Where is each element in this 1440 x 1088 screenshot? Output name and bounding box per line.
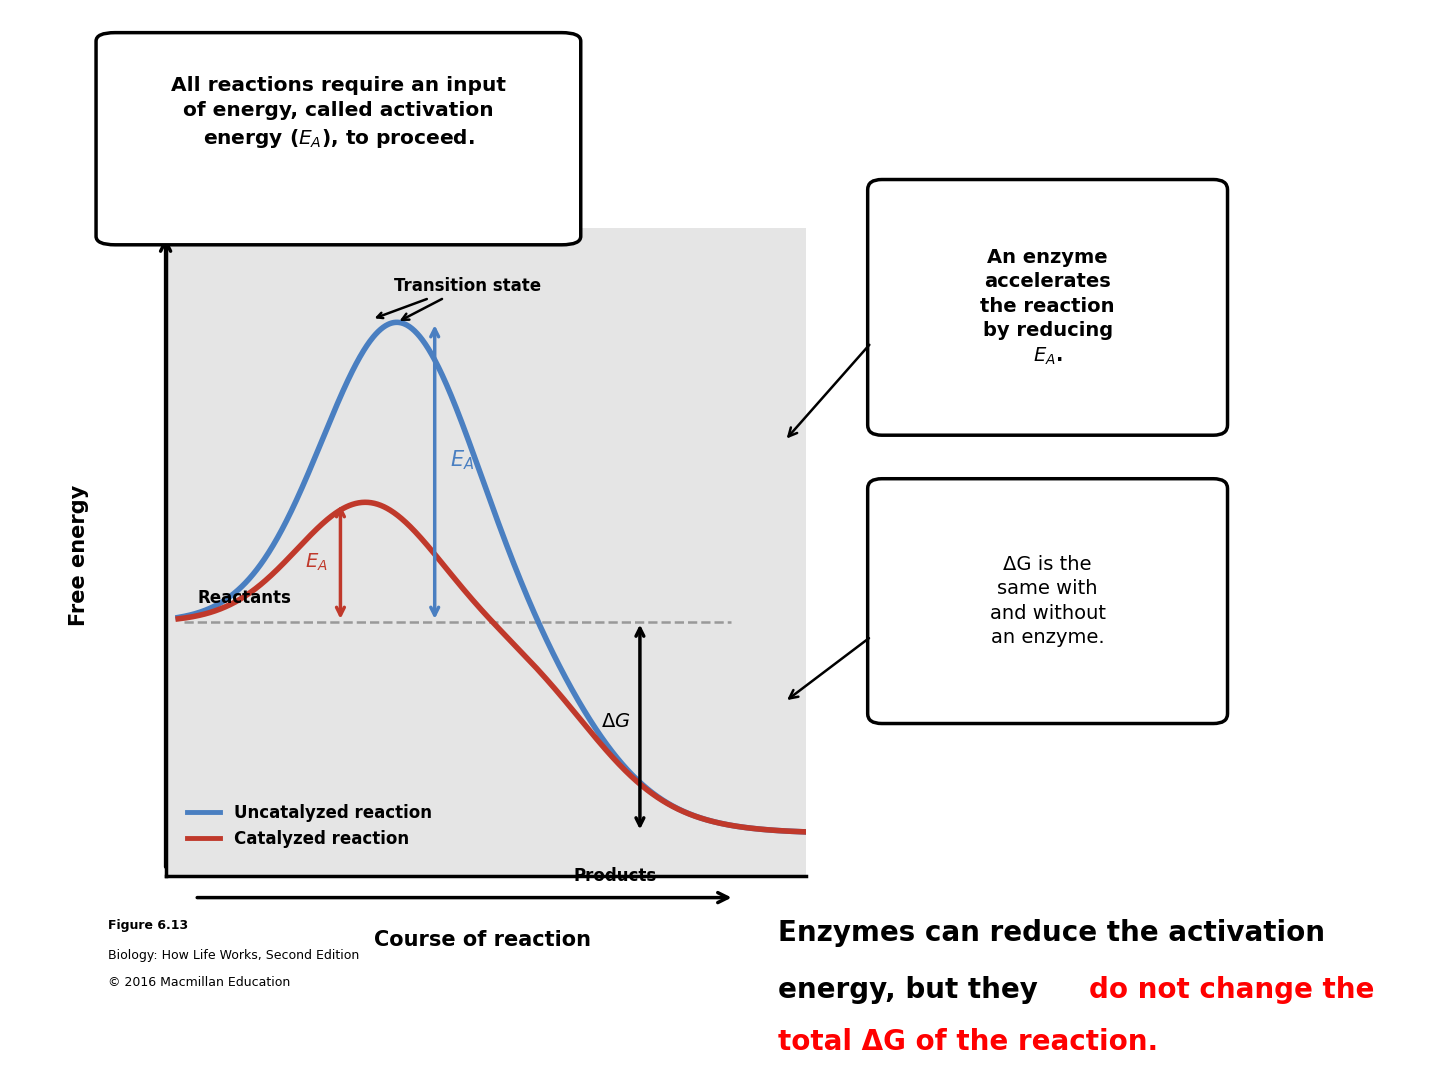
Text: Biology: How Life Works, Second Edition: Biology: How Life Works, Second Edition — [108, 949, 359, 962]
Text: Course of reaction: Course of reaction — [374, 930, 590, 950]
Text: Figure 6.13: Figure 6.13 — [108, 919, 189, 932]
Text: An enzyme
accelerates
the reaction
by reducing
$\mathit{E}_A$.: An enzyme accelerates the reaction by re… — [981, 248, 1115, 367]
Text: © 2016 Macmillan Education: © 2016 Macmillan Education — [108, 976, 291, 989]
Text: Free energy: Free energy — [69, 484, 89, 626]
Legend: Uncatalyzed reaction, Catalyzed reaction: Uncatalyzed reaction, Catalyzed reaction — [180, 796, 438, 854]
Text: $\mathit{E}_A$: $\mathit{E}_A$ — [305, 552, 328, 572]
Text: $\Delta G$: $\Delta G$ — [600, 712, 631, 731]
Text: All reactions require an input
of energy, called activation
energy ($\mathit{E}_: All reactions require an input of energy… — [171, 76, 505, 150]
Text: ΔG is the
same with
and without
an enzyme.: ΔG is the same with and without an enzym… — [989, 555, 1106, 647]
Text: energy, but they: energy, but they — [778, 976, 1047, 1004]
Text: Products: Products — [573, 867, 657, 885]
FancyBboxPatch shape — [96, 33, 580, 245]
Text: $\mathit{E}_A$: $\mathit{E}_A$ — [451, 448, 475, 472]
FancyBboxPatch shape — [868, 479, 1227, 724]
FancyBboxPatch shape — [868, 180, 1227, 435]
Text: Reactants: Reactants — [197, 589, 291, 607]
Text: do not change the: do not change the — [1089, 976, 1374, 1004]
Text: total ΔG of the reaction.: total ΔG of the reaction. — [778, 1028, 1158, 1056]
Text: Transition state: Transition state — [393, 276, 540, 320]
Text: Enzymes can reduce the activation: Enzymes can reduce the activation — [778, 919, 1325, 948]
